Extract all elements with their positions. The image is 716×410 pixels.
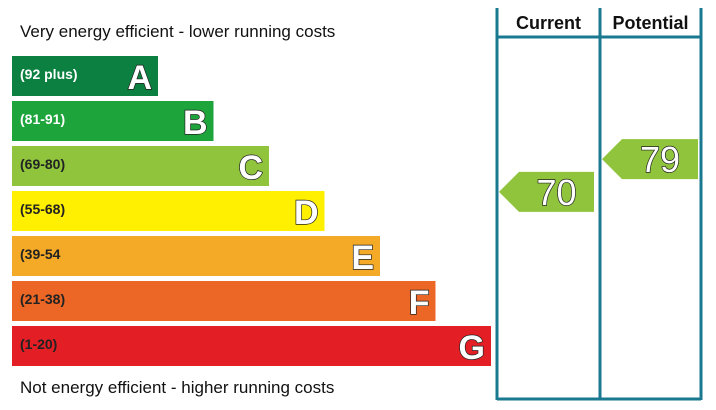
band-letter: D [294,194,319,232]
rating-columns-frame [495,8,703,401]
band-bar-c [12,146,269,186]
band-letter: B [183,104,208,142]
band-letter: C [238,149,263,187]
rating-value-potential: 79 [640,139,680,180]
rating-arrow-current [499,171,594,212]
rating-potential: 79 [602,138,698,181]
column-header-current: Current [516,13,581,33]
rating-bands: (92 plus) A (81-91) B (69-80) C (55-68) D (39-54… [12,56,491,368]
band-bar-g [12,326,491,366]
band-range-label: (21-38) [20,291,65,307]
band-d: (55-68) D [12,191,325,233]
band-range-label: (1-20) [20,336,57,352]
column-header-potential: Potential [612,13,688,33]
band-range-label: (69-80) [20,156,65,172]
rating-column-headers: Current Potential [516,13,689,33]
band-f: (21-38) F [12,281,436,323]
band-g: (1-20) G [12,326,491,368]
band-e: (39-54 E [12,236,380,278]
rating-markers: 70 79 [499,138,698,214]
band-a: (92 plus) A [12,56,158,98]
band-c: (69-80) C [12,146,269,188]
band-letter: F [409,284,430,322]
band-range-label: (92 plus) [20,66,78,82]
top-caption: Very energy efficient - lower running co… [20,22,335,41]
band-bar-b [12,101,214,141]
rating-arrow-potential [602,139,698,180]
band-letter: E [351,239,374,277]
band-range-label: (81-91) [20,111,65,127]
band-range-label: (55-68) [20,201,65,217]
rating-current: 70 [499,171,594,214]
band-letter: A [127,59,152,97]
band-range-label: (39-54 [20,246,61,262]
band-b: (81-91) B [12,101,214,143]
bottom-caption: Not energy efficient - higher running co… [20,378,334,397]
rating-value-current: 70 [536,172,576,213]
band-bar-a [12,56,158,96]
band-bar-f [12,281,436,321]
band-bar-e [12,236,380,276]
band-bar-d [12,191,325,231]
band-letter: G [459,329,485,367]
